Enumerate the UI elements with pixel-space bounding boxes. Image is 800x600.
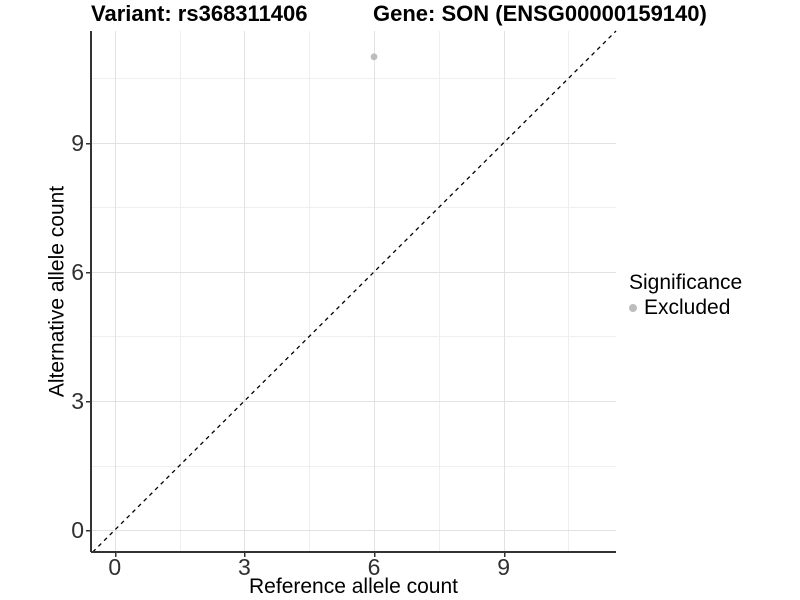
identity-dashed-line — [92, 30, 617, 553]
major-gridlines — [91, 31, 616, 552]
data-points — [370, 53, 378, 61]
y-axis-title: Alternative allele count — [45, 185, 69, 398]
excluded-point-icon — [629, 304, 637, 312]
tick-marks — [86, 142, 506, 557]
tick-labels: 0 3 6 9 0 3 6 9 — [71, 130, 510, 580]
legend: Significance Excluded — [629, 271, 742, 320]
y-tick-label: 6 — [71, 259, 84, 285]
x-tick-label: 3 — [238, 554, 251, 580]
x-tick-label: 9 — [497, 554, 510, 580]
legend-title: Significance — [629, 271, 743, 294]
x-tick-label: 6 — [368, 554, 381, 580]
x-tick-label: 0 — [108, 554, 121, 580]
y-tick-label: 3 — [71, 388, 84, 414]
y-tick-label: 0 — [71, 517, 84, 543]
variant-title: Variant: rs368311406 — [91, 1, 308, 26]
legend-item-excluded: Excluded — [629, 296, 742, 320]
gene-title: Gene: SON (ENSG00000159140) — [373, 1, 707, 26]
y-tick-label: 9 — [71, 130, 84, 156]
legend-item-label: Excluded — [644, 296, 731, 319]
data-point — [370, 53, 378, 61]
x-axis-title: Reference allele count — [249, 575, 458, 598]
axis-lines — [90, 31, 616, 553]
